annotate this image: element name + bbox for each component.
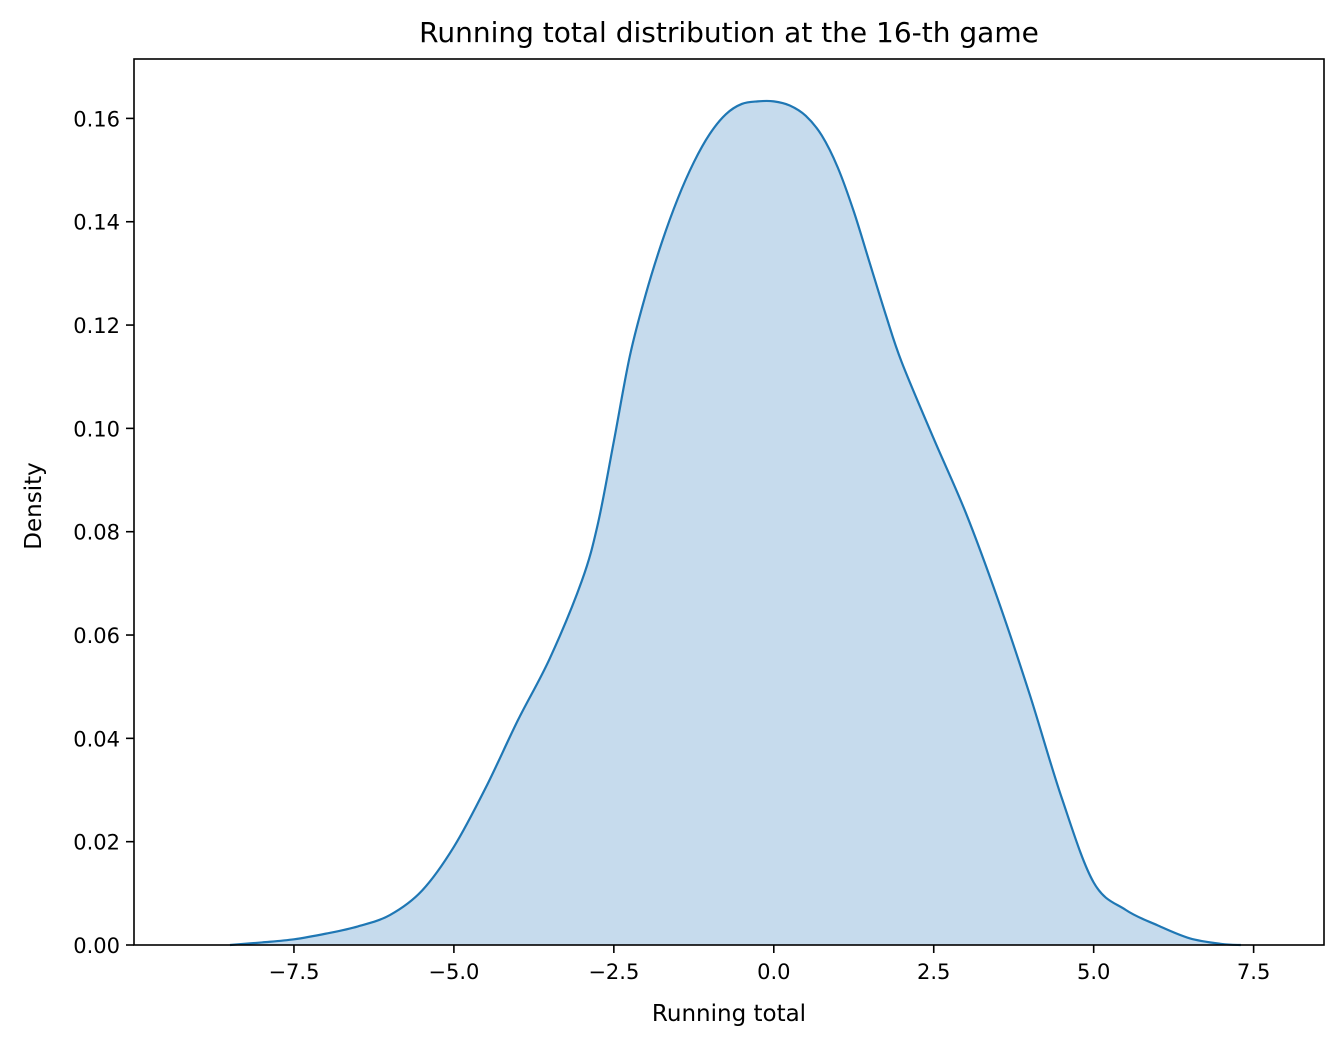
x-tick-label: −7.5 xyxy=(268,960,319,984)
x-axis-ticks: −7.5 −5.0 −2.5 0.0 2.5 5.0 7.5 xyxy=(268,945,1270,984)
y-axis-ticks: 0.00 0.02 0.04 0.06 0.08 0.10 0.12 0.14 0.16 xyxy=(73,107,134,958)
density-fill-area xyxy=(229,100,1241,945)
x-tick-label: 0.0 xyxy=(757,960,790,984)
y-tick-label: 0.10 xyxy=(73,417,120,441)
y-tick-label: 0.16 xyxy=(73,107,120,131)
y-tick-label: 0.14 xyxy=(73,211,120,235)
y-tick-label: 0.02 xyxy=(73,831,120,855)
x-tick-label: −5.0 xyxy=(428,960,479,984)
y-tick-label: 0.12 xyxy=(73,314,120,338)
chart-title: Running total distribution at the 16-th … xyxy=(419,16,1039,49)
y-tick-label: 0.06 xyxy=(73,624,120,648)
y-tick-label: 0.04 xyxy=(73,727,120,751)
y-tick-label: 0.08 xyxy=(73,521,120,545)
y-axis-label: Density xyxy=(21,462,47,549)
x-tick-label: 5.0 xyxy=(1077,960,1110,984)
plot-area xyxy=(229,99,1241,947)
density-curve-line xyxy=(229,99,1241,947)
x-tick-label: 7.5 xyxy=(1237,960,1270,984)
x-tick-label: −2.5 xyxy=(588,960,639,984)
x-tick-label: 2.5 xyxy=(917,960,950,984)
axes-frame xyxy=(133,58,1325,946)
x-axis-label: Running total xyxy=(652,1001,806,1027)
y-tick-label: 0.00 xyxy=(73,934,120,958)
